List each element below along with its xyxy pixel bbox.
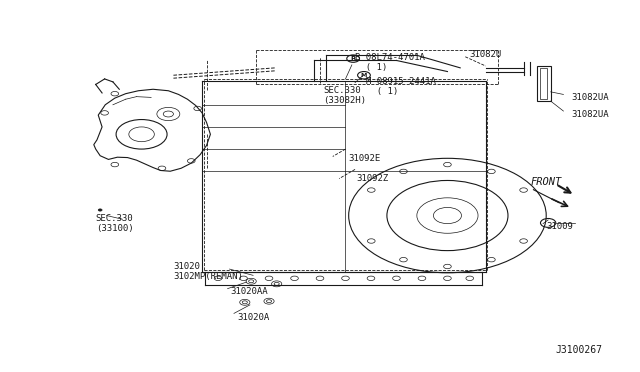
- Text: 31092Z: 31092Z: [356, 174, 388, 183]
- Circle shape: [99, 209, 102, 211]
- Text: 31092E: 31092E: [349, 154, 381, 163]
- Text: B: B: [351, 56, 356, 62]
- Bar: [540, 68, 547, 99]
- Text: 31082UA: 31082UA: [572, 93, 609, 102]
- Text: M: M: [361, 73, 367, 78]
- Text: FRONT: FRONT: [531, 177, 561, 187]
- Text: J3100267: J3100267: [556, 345, 603, 355]
- Text: B 08L74-4701A
  ( 1): B 08L74-4701A ( 1): [355, 52, 425, 72]
- Text: SEC.330
(33100): SEC.330 (33100): [96, 214, 133, 233]
- Text: SEC.330
(33082H): SEC.330 (33082H): [323, 86, 366, 105]
- Bar: [537, 66, 550, 101]
- Text: 31020A: 31020A: [237, 312, 269, 321]
- Text: 31009: 31009: [546, 222, 573, 231]
- Text: 31082UA: 31082UA: [572, 109, 609, 119]
- Text: 31082U: 31082U: [470, 51, 502, 60]
- Text: M 08915-2441A
  ( 1): M 08915-2441A ( 1): [366, 77, 436, 96]
- Text: 31020
3102MP(REMAN): 31020 3102MP(REMAN): [173, 262, 243, 281]
- Text: 31020AA: 31020AA: [231, 287, 268, 296]
